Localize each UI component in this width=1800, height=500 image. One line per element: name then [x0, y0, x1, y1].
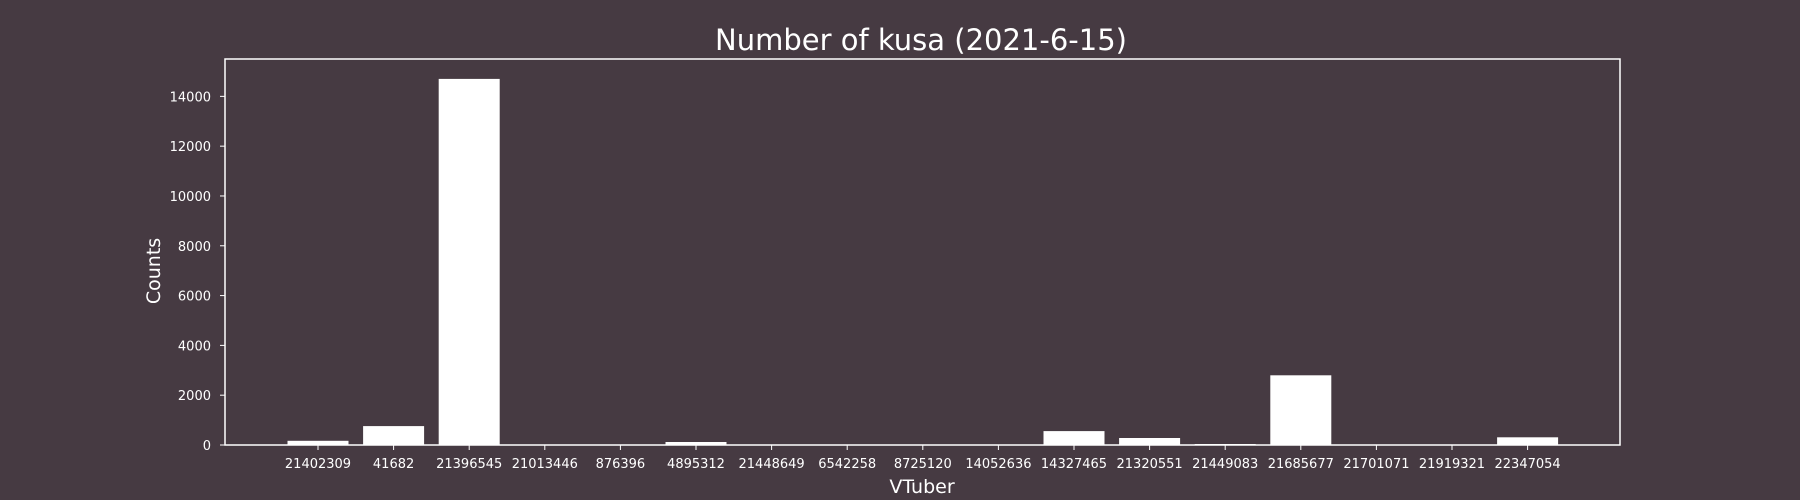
y-tick-label: 12000 — [170, 140, 211, 155]
y-tick-label: 4000 — [178, 339, 211, 354]
bar-14327465 — [1043, 431, 1105, 445]
y-tick-label: 14000 — [170, 90, 211, 105]
x-tick-label: 8725120 — [894, 457, 952, 472]
x-tick-label: 22347054 — [1495, 457, 1561, 472]
x-tick-label: 21701071 — [1343, 457, 1409, 472]
x-tick-label: 14327465 — [1041, 457, 1107, 472]
x-tick-label: 21448649 — [739, 457, 805, 472]
x-tick-label: 6542258 — [818, 457, 876, 472]
y-tick-label: 10000 — [170, 190, 211, 205]
x-tick-label: 876396 — [596, 457, 646, 472]
x-tick-label: 41682 — [373, 457, 414, 472]
x-tick-label: 21449083 — [1192, 457, 1258, 472]
bar-22347054 — [1497, 437, 1559, 445]
x-axis-title: VTuber — [889, 476, 955, 498]
x-axis: 21402309 41682 21396545 21013446 876396 48953… — [285, 445, 1561, 472]
bar-21320551 — [1119, 438, 1181, 445]
bar-21396545 — [438, 78, 500, 446]
plot-frame — [224, 58, 1621, 446]
x-tick-label: 14052636 — [965, 457, 1031, 472]
y-tick-label: 6000 — [178, 290, 211, 305]
y-axis-title: Counts — [143, 238, 165, 304]
bar-21685677 — [1270, 375, 1332, 445]
y-tick-label: 0 — [203, 439, 211, 454]
bar-4895312 — [665, 442, 727, 445]
x-tick-label: 21402309 — [285, 457, 351, 472]
y-tick-label: 8000 — [178, 240, 211, 255]
x-tick-label: 21919321 — [1419, 457, 1485, 472]
bar-21402309 — [287, 440, 349, 445]
plot-area — [287, 78, 1559, 446]
chart-title: Number of kusa (2021-6-15) — [715, 23, 1127, 57]
x-tick-label: 21396545 — [436, 457, 502, 472]
bar-41682 — [363, 426, 425, 445]
y-axis: 0 2000 4000 6000 8000 10000 12000 14000 — [170, 90, 225, 454]
x-tick-label: 21685677 — [1268, 457, 1334, 472]
y-tick-label: 2000 — [178, 389, 211, 404]
x-tick-label: 4895312 — [667, 457, 725, 472]
x-tick-label: 21013446 — [512, 457, 578, 472]
x-tick-label: 21320551 — [1117, 457, 1183, 472]
